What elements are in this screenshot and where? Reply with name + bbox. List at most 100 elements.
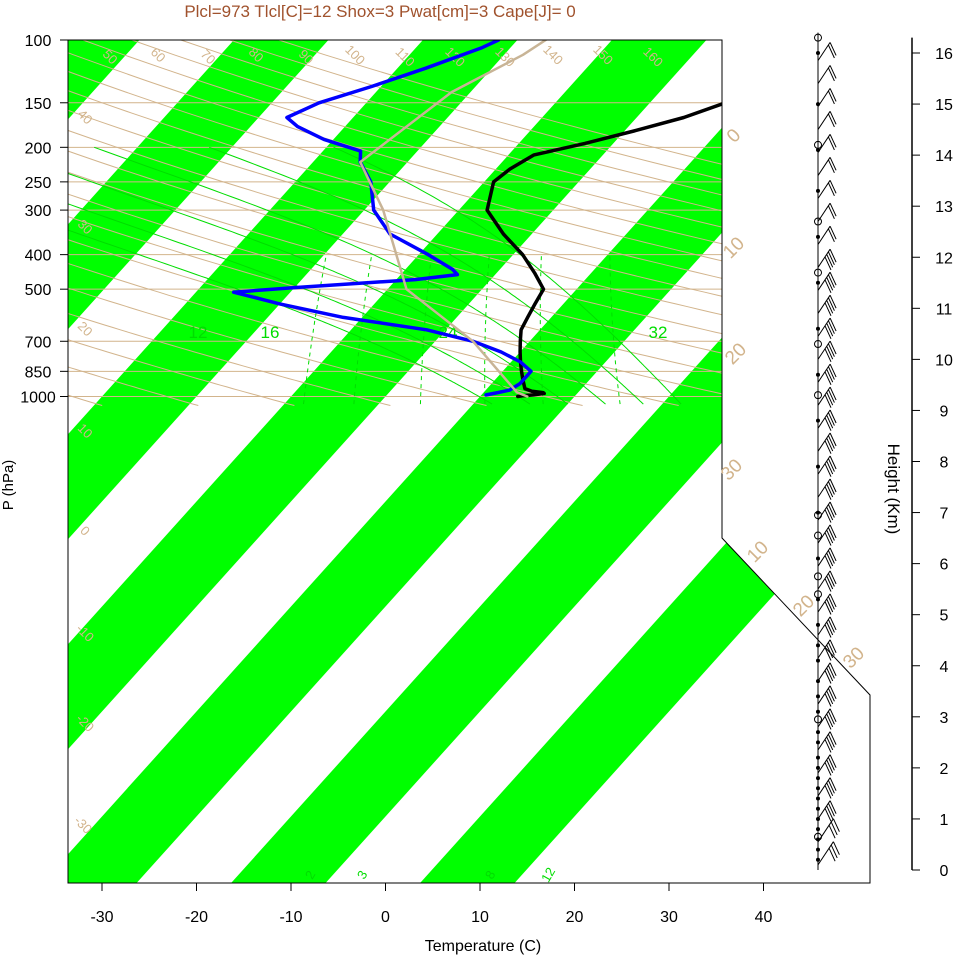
wind-barb xyxy=(817,616,837,638)
wind-barb xyxy=(817,841,840,866)
wind-barb xyxy=(817,818,840,843)
wind-barb xyxy=(817,42,837,61)
dry-adiabat-line xyxy=(68,40,870,406)
wind-barb xyxy=(817,294,837,317)
wind-level-circle xyxy=(814,572,822,581)
wind-barb xyxy=(817,547,837,569)
height-tick-label: 12 xyxy=(935,250,953,267)
mixing-ratio-label: 3 xyxy=(354,868,371,882)
temperature-tick-label: -20 xyxy=(185,909,208,926)
wind-level-circle xyxy=(814,531,822,540)
height-tick-label: 9 xyxy=(940,403,949,420)
pressure-tick-label: 150 xyxy=(25,96,52,113)
y-axis-label: P (hPa) xyxy=(0,460,17,511)
dry-adiabat-label: 60 xyxy=(148,44,169,65)
height-tick-label: 8 xyxy=(940,455,949,472)
wind-barb xyxy=(817,111,837,130)
pressure-tick-label: 250 xyxy=(25,175,52,192)
dry-adiabat-line xyxy=(68,40,295,406)
wind-level-dot xyxy=(816,709,820,714)
wind-barb xyxy=(817,65,837,84)
wind-level-dot xyxy=(816,556,820,561)
temperature-profile xyxy=(485,40,870,399)
sounding-profiles xyxy=(231,40,870,399)
wind-barb xyxy=(817,685,837,707)
pressure-tick-label: 300 xyxy=(25,203,52,220)
wind-level-circle xyxy=(814,715,822,724)
mixing-ratio-line xyxy=(353,254,373,405)
temperature-tick-label: 10 xyxy=(471,909,489,926)
height-tick-label: 3 xyxy=(940,710,949,727)
wind-level-dot xyxy=(816,51,820,55)
temperature-tick-label: -30 xyxy=(90,909,113,926)
wind-barb xyxy=(817,202,837,222)
wind-level-dot xyxy=(816,786,820,791)
mixing-ratio-line xyxy=(609,254,621,405)
wind-level-dot xyxy=(816,694,820,699)
wind-level-dot xyxy=(816,234,820,239)
wind-level-dot xyxy=(816,755,820,760)
temperature-tick-label: -10 xyxy=(279,909,302,926)
dry-adiabat-label: 140 xyxy=(540,42,566,68)
dry-adiabat-line xyxy=(68,40,199,406)
temperature-tick-label: 30 xyxy=(660,909,678,926)
temperature-axis: -30 -20 -10 0 10 20 30 40 xyxy=(68,882,870,926)
isotherm-edge-label: 10 xyxy=(743,537,773,567)
wind-barb xyxy=(817,501,837,523)
wind-barb xyxy=(817,639,837,661)
dry-adiabat-line xyxy=(68,40,487,406)
mixing-ratio-label: 12 xyxy=(538,865,558,885)
height-tick-label: 11 xyxy=(936,301,953,318)
wind-level-circle xyxy=(814,590,822,599)
pressure-tick-label: 1000 xyxy=(20,390,56,407)
isotherm-band xyxy=(68,40,383,883)
dry-adiabat-line xyxy=(68,40,583,406)
height-tick-label: 6 xyxy=(940,557,949,574)
wind-level-dot xyxy=(816,796,820,801)
wind-level-dot xyxy=(816,188,820,193)
wind-barb xyxy=(817,731,837,753)
wind-level-dot xyxy=(816,740,820,745)
wind-barb xyxy=(817,409,837,431)
pressure-tick-label: 500 xyxy=(25,282,52,299)
isotherm-edge-label: 30 xyxy=(839,643,869,673)
isotherm-edge-label: 10 xyxy=(719,233,749,263)
wind-level-dot xyxy=(816,847,820,852)
chart-title: Plcl=973 Tlcl[C]=12 Shox=3 Pwat[cm]=3 Ca… xyxy=(184,2,575,21)
height-tick-label: 0 xyxy=(940,863,949,880)
height-tick-label: 4 xyxy=(940,659,949,676)
moist-adiabat-label: 16 xyxy=(261,323,280,342)
dry-adiabat-label: 100 xyxy=(342,42,368,68)
left-edge-label: 40 xyxy=(75,106,96,127)
wind-barb xyxy=(817,248,837,271)
wind-level-circle xyxy=(814,140,822,149)
temperature-tick-label: 20 xyxy=(566,909,584,926)
wind-barb xyxy=(817,88,837,107)
wind-level-dot xyxy=(816,326,820,331)
wind-level-dot xyxy=(816,464,820,469)
wind-level-dot xyxy=(816,765,820,770)
dry-adiabat-line xyxy=(0,40,6,406)
mixing-ratio-line xyxy=(419,254,432,405)
height-tick-label: 14 xyxy=(935,148,953,165)
parcel-profile xyxy=(358,40,547,398)
height-tick-label: 13 xyxy=(935,199,953,216)
wind-level-circle xyxy=(814,391,822,400)
wind-barb xyxy=(817,478,837,500)
dry-adiabat-line xyxy=(180,40,870,406)
wind-level-circle xyxy=(814,33,822,42)
height-tick-label: 7 xyxy=(940,506,949,523)
wind-barb xyxy=(817,317,837,340)
dry-adiabat-line xyxy=(68,40,679,406)
moist-adiabat-label: 32 xyxy=(649,323,668,342)
wind-level-dot xyxy=(816,827,820,832)
isotherm-band xyxy=(68,40,761,883)
moist-adiabat-line xyxy=(333,146,682,405)
dry-adiabat-line xyxy=(68,40,870,406)
dry-adiabat-line xyxy=(68,40,870,406)
wind-level-dot xyxy=(816,372,820,377)
moist-adiabat-line xyxy=(68,146,569,405)
pressure-tick-label: 200 xyxy=(25,140,52,157)
